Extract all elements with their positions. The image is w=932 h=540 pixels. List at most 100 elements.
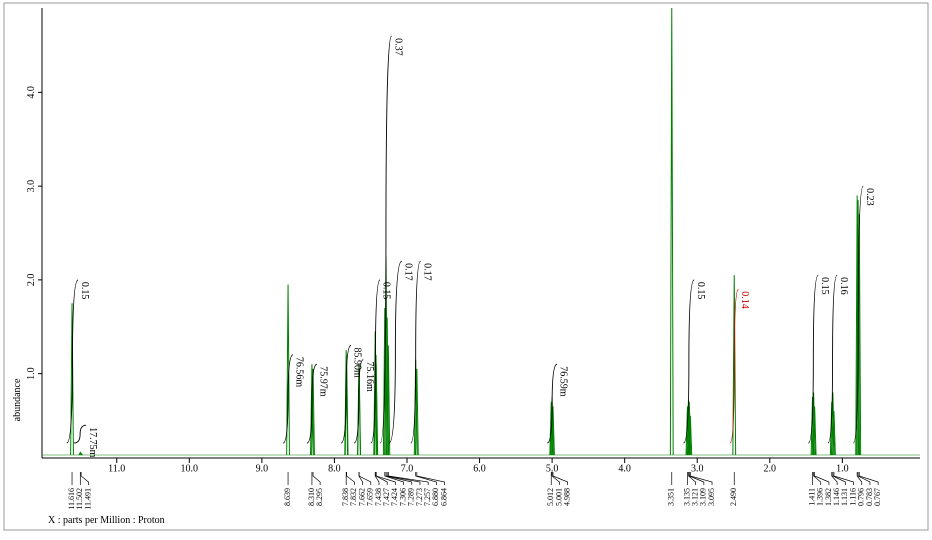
peak-connector [552,472,568,485]
peak-connector [374,472,380,485]
peak [688,415,693,456]
peak [830,392,835,456]
x-tick-label: 6.0 [473,463,486,474]
peak-label: 0.796 [857,488,866,506]
integral-curve [852,185,864,444]
peak [374,364,379,456]
peak-connector [415,472,437,485]
x-axis-label: X : parts per Million : Proton [48,515,165,526]
peak-connector [832,472,846,485]
integral-label: 0.17 [421,263,432,281]
integral-label: 85.90m [352,348,363,379]
peak-connector [833,472,854,485]
peak [286,284,290,456]
peak-connector [80,472,89,485]
peak-label: 2.490 [729,488,738,506]
peak [310,364,314,456]
peak [414,368,419,456]
peak [832,411,836,456]
peak-label: 7.289 [407,488,416,506]
integral-curve [388,260,402,444]
integral-curve [66,279,79,444]
peak-label: 11.502 [75,488,84,510]
peak [79,452,83,456]
peak [669,7,674,456]
peak-label: 7.427 [382,488,391,506]
peak [856,200,861,456]
x-tick-label: 5.0 [546,463,559,474]
y-tick-label: 2.0 [26,274,37,287]
integral-curve [410,260,422,444]
integral-curve [827,274,838,444]
peak [385,317,390,456]
y-tick-label: 4.0 [26,86,37,99]
peak-label: 1.382 [824,488,833,506]
peak-connector [375,472,388,485]
peak-label: 11.616 [67,488,76,510]
peak-label: 8.295 [315,488,324,506]
integral-curve [353,359,364,444]
peak-label: 7.257 [423,488,432,506]
peak-label: 7.273 [415,488,424,506]
peak-connector [386,472,421,485]
integral-curve [379,35,393,444]
y-tick-label: 1.0 [26,367,37,380]
peak-connector [856,472,863,485]
peak-connector [858,472,879,485]
integral-label: 0.15 [819,277,830,295]
x-tick-label: 8.0 [328,463,341,474]
integral-label: 0.14 [739,291,750,309]
peak-label: 6.864 [439,488,448,506]
peak-label: 4.988 [562,488,571,506]
integral-curve [807,274,819,444]
integral-label: 0.15 [695,282,706,300]
peak-label: 1.146 [832,488,841,506]
peak-connector [387,472,429,485]
peak-label: 7.424 [390,488,399,506]
peak [687,401,692,456]
peak-connector [814,472,830,485]
peak-label: 11.491 [83,488,92,510]
integral-curve [74,424,87,444]
x-tick-label: 4.0 [618,463,631,474]
peak-label: 7.662 [357,488,366,506]
peak-label: 3.109 [699,488,708,506]
integral-label: 0.15 [79,282,90,300]
peak-label: 3.121 [690,488,699,506]
peak-label: 7.832 [349,488,358,506]
peak-connector [688,472,705,485]
peak-label: 0.767 [873,488,882,506]
peak-label: 1.396 [816,488,825,506]
integral-label: 76.59m [558,366,569,397]
peak-label: 5.001 [554,488,563,506]
peak-label: 1.116 [848,488,857,506]
integral-curve [547,363,558,444]
frame [3,2,929,531]
peak [811,392,816,456]
peak-connector [375,472,396,485]
x-tick-label: 3.0 [691,463,704,474]
peak-label: 7.838 [341,488,350,506]
peak-label: 8.639 [283,488,292,506]
x-tick-label: 1.0 [836,463,849,474]
peak-label: 0.783 [865,488,874,506]
integral-label: 75.97m [318,366,329,397]
integral-label: 17.75m [87,427,98,458]
integral-label: 76.56m [294,357,305,388]
integral-label: 0.17 [402,263,413,281]
peak-connector [857,472,871,485]
peak-label: 3.135 [682,488,691,506]
peak-connector [384,472,404,485]
peak [311,368,315,456]
peak-connector [689,472,713,485]
integral-curve [282,354,294,444]
x-tick-label: 9.0 [256,463,269,474]
peak-connector [346,472,355,485]
peak [812,406,817,456]
peak-connector [385,472,413,485]
peak-label: 6.880 [431,488,440,506]
peak-label: 1.131 [840,488,849,506]
peak-label: 7.306 [398,488,407,506]
peak [732,275,737,456]
peak-label: 3.095 [707,488,716,506]
